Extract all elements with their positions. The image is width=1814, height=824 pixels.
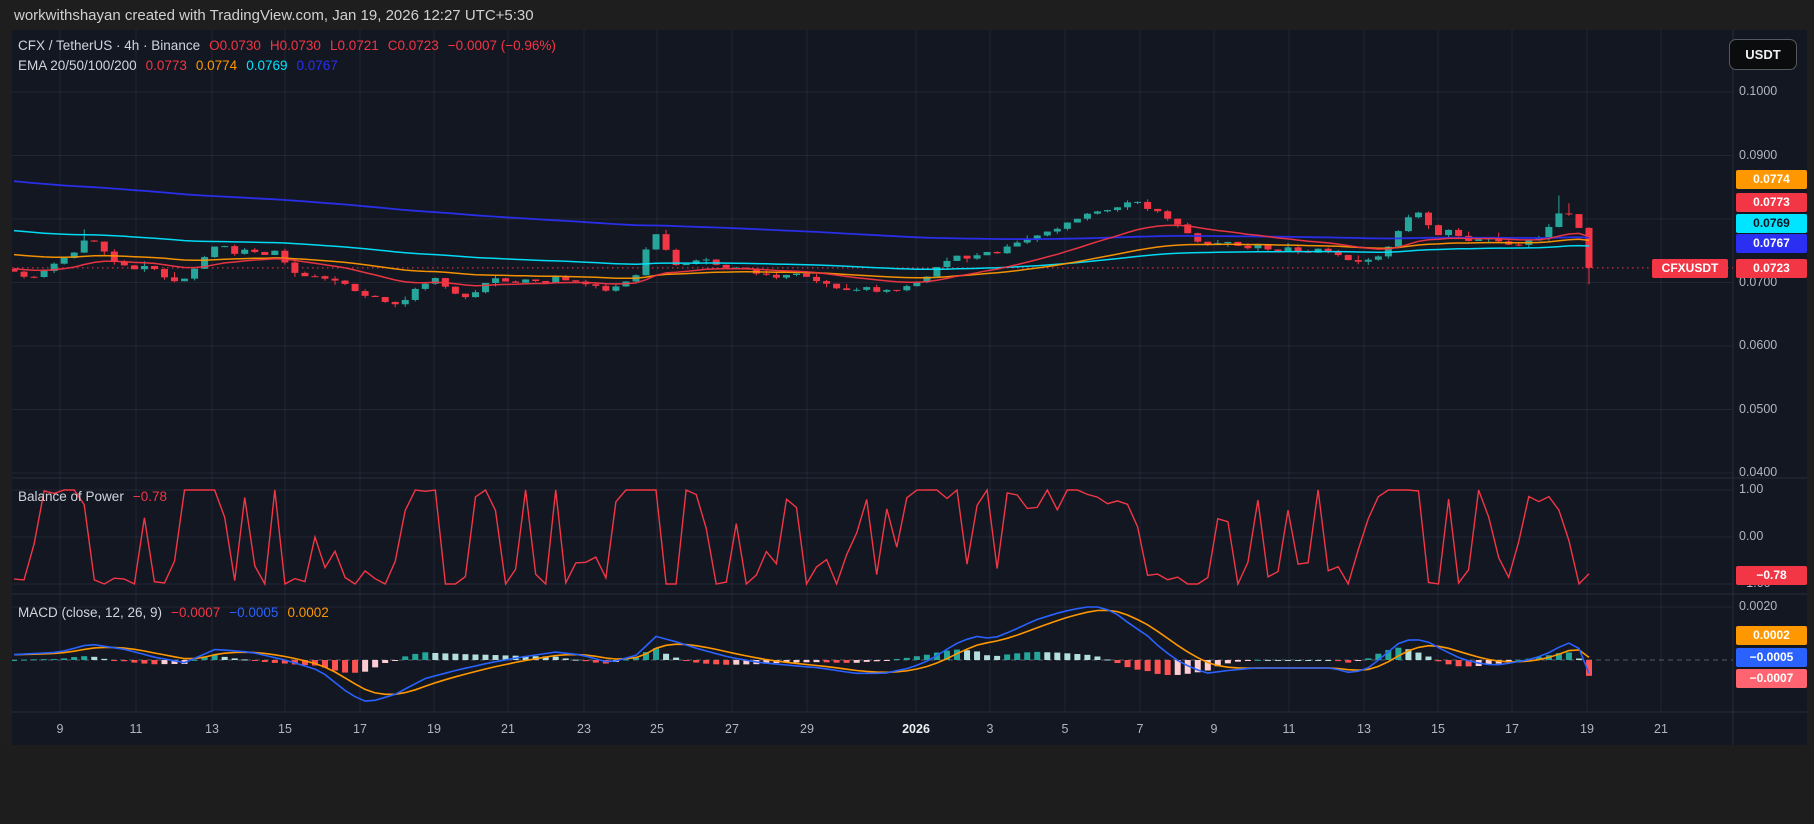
- watermark-text: workwithshayan created with TradingView.…: [14, 7, 534, 24]
- macd-tick-label: 0.0020: [1739, 599, 1805, 613]
- time-axis-label: 9: [38, 722, 82, 736]
- ohlc-low: L0.0721: [330, 38, 379, 53]
- macd-value-badge: −0.0007: [1736, 669, 1807, 688]
- time-axis-label: 17: [1490, 722, 1534, 736]
- price-tick-label: 0.0400: [1739, 465, 1805, 479]
- time-axis-label: 25: [635, 722, 679, 736]
- watermark-header: workwithshayan created with TradingView.…: [0, 0, 1814, 30]
- footer-bar: TradingView: [0, 745, 1814, 824]
- time-axis-label: 9: [1192, 722, 1236, 736]
- time-axis-label: 21: [1639, 722, 1683, 736]
- bop-title: Balance of Power: [18, 489, 124, 504]
- ema-price-badge: 0.0773: [1736, 193, 1807, 212]
- ema-price-badge: 0.0767: [1736, 234, 1807, 253]
- price-tick-label: 0.0500: [1739, 402, 1805, 416]
- time-axis-label: 3: [968, 722, 1012, 736]
- time-axis-label: 17: [338, 722, 382, 736]
- ema100-value: 0.0769: [246, 58, 287, 73]
- macd-value-badge: −0.0005: [1736, 648, 1807, 667]
- pane-separators: [12, 30, 1807, 745]
- time-axis-label: 13: [1342, 722, 1386, 736]
- symbol-title: CFX / TetherUS · 4h · Binance: [18, 38, 200, 53]
- ohlc-change: −0.0007 (−0.96%): [448, 38, 556, 53]
- ema-price-badge: 0.0774: [1736, 170, 1807, 189]
- symbol-legend: CFX / TetherUS · 4h · Binance O0.0730 H0…: [18, 38, 556, 53]
- bop-tick-label: 0.00: [1739, 529, 1805, 543]
- bop-value: −0.78: [133, 489, 167, 504]
- time-axis-label: 7: [1118, 722, 1162, 736]
- ema50-value: 0.0774: [196, 58, 237, 73]
- time-axis-label: 11: [114, 722, 158, 736]
- macd-signal-value: 0.0002: [287, 605, 328, 620]
- time-axis-label: 19: [1565, 722, 1609, 736]
- price-tick-label: 0.0600: [1739, 338, 1805, 352]
- symbol-name-badge: CFXUSDT: [1652, 259, 1728, 278]
- time-axis-label: 27: [710, 722, 754, 736]
- time-axis-label: 29: [785, 722, 829, 736]
- time-axis-label: 13: [190, 722, 234, 736]
- time-axis-label: 15: [1416, 722, 1460, 736]
- tradingview-screenshot: workwithshayan created with TradingView.…: [0, 0, 1814, 824]
- price-tick-label: 0.1000: [1739, 84, 1805, 98]
- macd-title: MACD (close, 12, 26, 9): [18, 605, 162, 620]
- time-axis-label: 2026: [894, 722, 938, 736]
- ema-label: EMA 20/50/100/200: [18, 58, 137, 73]
- ema-price-badge: 0.0769: [1736, 214, 1807, 233]
- time-axis-label: 5: [1043, 722, 1087, 736]
- price-chart-canvas[interactable]: [12, 30, 1807, 745]
- bop-legend: Balance of Power −0.78: [18, 489, 167, 504]
- ema-lines: [14, 181, 1589, 286]
- time-axis-label: 19: [412, 722, 456, 736]
- ohlc-close: C0.0723: [388, 38, 439, 53]
- ohlc-high: H0.0730: [270, 38, 321, 53]
- macd-line-value: −0.0005: [229, 605, 278, 620]
- ema200-value: 0.0767: [296, 58, 337, 73]
- time-axis-label: 21: [486, 722, 530, 736]
- ema20-value: 0.0773: [146, 58, 187, 73]
- bop-value-badge: −0.78: [1736, 566, 1807, 585]
- macd-lines: [14, 607, 1589, 701]
- ohlc-open: O0.0730: [209, 38, 261, 53]
- time-axis-label: 23: [562, 722, 606, 736]
- macd-value-badge: 0.0002: [1736, 626, 1807, 645]
- bop-tick-label: 1.00: [1739, 482, 1805, 496]
- price-tick-label: 0.0900: [1739, 148, 1805, 162]
- macd-legend: MACD (close, 12, 26, 9) −0.0007 −0.0005 …: [18, 605, 329, 620]
- macd-histogram-value: −0.0007: [171, 605, 220, 620]
- last-price-badge: 0.0723: [1736, 259, 1807, 278]
- time-axis-label: 11: [1267, 722, 1311, 736]
- ema-legend: EMA 20/50/100/200 0.0773 0.0774 0.0769 0…: [18, 58, 338, 73]
- time-axis-label: 15: [263, 722, 307, 736]
